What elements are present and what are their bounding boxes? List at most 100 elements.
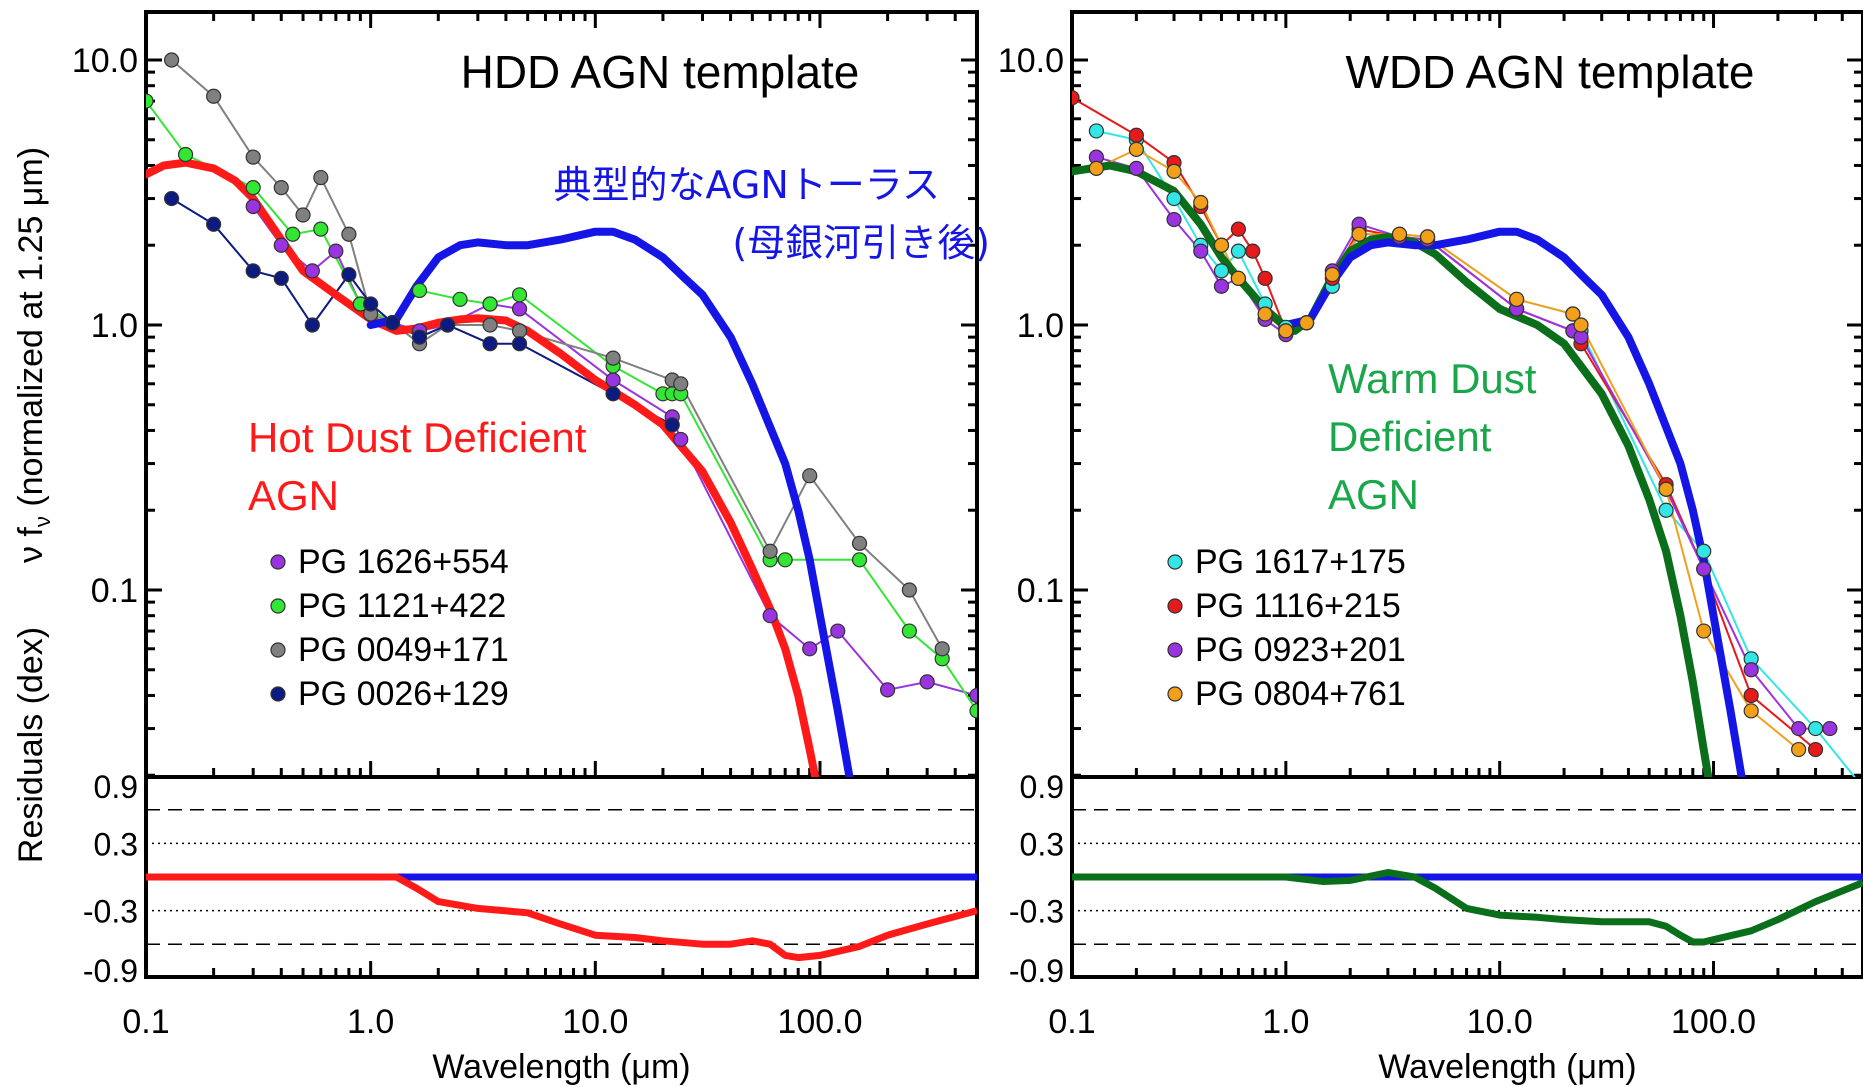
torus-template-curve bbox=[366, 227, 854, 777]
data-point bbox=[1128, 141, 1144, 157]
data-point bbox=[1166, 190, 1182, 207]
data-point bbox=[1509, 291, 1525, 307]
legend-label: PG 1626+554 bbox=[298, 543, 509, 581]
data-point bbox=[1213, 237, 1230, 253]
agn-class-label: AGN bbox=[1328, 471, 1419, 518]
panel-title: WDD AGN template bbox=[1346, 46, 1755, 98]
agn-template-curve bbox=[146, 158, 820, 777]
data-point bbox=[295, 207, 311, 223]
data-point bbox=[830, 623, 846, 639]
data-point bbox=[245, 198, 261, 215]
data-point bbox=[363, 296, 379, 312]
data-point bbox=[1743, 687, 1759, 704]
data-point bbox=[673, 376, 689, 392]
data-point bbox=[304, 263, 320, 279]
residual-tick-label: 0.9 bbox=[1020, 769, 1064, 805]
residual-tick-label: -0.9 bbox=[1009, 953, 1064, 989]
data-point bbox=[411, 329, 428, 345]
data-point bbox=[1658, 502, 1674, 518]
data-point bbox=[146, 93, 154, 109]
data-point bbox=[1213, 263, 1230, 279]
data-point bbox=[511, 287, 528, 303]
residual-tick-label: -0.3 bbox=[1009, 894, 1064, 930]
svg-text:Residuals (dex): Residuals (dex) bbox=[12, 627, 50, 863]
x-tick-label: 0.1 bbox=[1048, 1003, 1095, 1041]
data-point bbox=[851, 552, 868, 568]
data-point bbox=[1257, 306, 1273, 322]
agn-class-label: AGN bbox=[248, 472, 339, 519]
data-point bbox=[1257, 270, 1273, 286]
data-point bbox=[969, 703, 977, 719]
x-axis-title: Wavelength (μm) bbox=[1378, 1048, 1636, 1086]
residual-tick-label: 0.3 bbox=[1020, 826, 1064, 862]
svg-text:ν fν (normalized at 1.25 μm): ν fν (normalized at 1.25 μm) bbox=[12, 147, 55, 563]
data-point bbox=[1565, 306, 1581, 322]
torus-annotation-line2: (母銀河引き後) bbox=[732, 221, 990, 265]
data-point bbox=[901, 582, 917, 598]
residual-curve bbox=[146, 873, 977, 962]
torus-annotation-line1: 典型的なAGNトーラス bbox=[554, 163, 940, 207]
data-point bbox=[1230, 270, 1247, 286]
data-point bbox=[1278, 323, 1294, 339]
y-axis-title-bottom: Residuals (dex) bbox=[12, 627, 50, 863]
data-point bbox=[1088, 160, 1104, 176]
residual-curve bbox=[1072, 869, 1863, 946]
data-point bbox=[802, 468, 818, 484]
data-point bbox=[1128, 127, 1144, 143]
data-point bbox=[1743, 662, 1759, 678]
data-point bbox=[802, 641, 818, 657]
data-point bbox=[177, 146, 194, 163]
top-plot-frame bbox=[144, 10, 979, 779]
data-point bbox=[511, 301, 528, 317]
data-point bbox=[273, 270, 289, 286]
data-point bbox=[206, 88, 222, 104]
data-point bbox=[452, 291, 468, 307]
data-point bbox=[1245, 243, 1261, 259]
data-point bbox=[285, 226, 301, 242]
data-point bbox=[313, 221, 329, 237]
hdd-panel: 10.0 1.0 0.1 0.9 0.3 -0.3 -0.9 0.1 1.0 10.0 100.0 W… bbox=[72, 10, 979, 1086]
data-point bbox=[439, 317, 456, 333]
x-tick-label: 0.1 bbox=[122, 1003, 169, 1041]
data-point bbox=[482, 296, 498, 312]
data-point bbox=[1696, 561, 1712, 577]
data-point bbox=[245, 149, 261, 165]
legend-marker bbox=[270, 598, 286, 614]
legend-label: PG 0804+761 bbox=[1195, 675, 1406, 713]
data-point bbox=[762, 608, 778, 624]
data-point bbox=[1128, 160, 1144, 176]
data-point bbox=[1298, 315, 1315, 331]
data-point bbox=[605, 386, 621, 402]
data-point bbox=[341, 226, 357, 242]
data-point bbox=[1573, 317, 1589, 333]
sed-plot-area bbox=[146, 52, 977, 777]
data-point bbox=[1791, 741, 1807, 758]
x-tick-label: 100.0 bbox=[777, 1003, 862, 1041]
y-tick-label: 10.0 bbox=[998, 42, 1064, 80]
sed-plot-area bbox=[1072, 90, 1856, 777]
legend-marker bbox=[270, 554, 286, 570]
agn-template-curve bbox=[1072, 161, 1713, 777]
data-point bbox=[1419, 229, 1436, 245]
data-point bbox=[482, 317, 498, 333]
y-tick-label: 1.0 bbox=[1017, 307, 1064, 345]
y-tick-label: 0.1 bbox=[91, 572, 138, 610]
data-point bbox=[1658, 481, 1674, 497]
data-point bbox=[206, 216, 222, 232]
legend-marker bbox=[1167, 642, 1183, 658]
residual-tick-label: 0.9 bbox=[94, 769, 138, 805]
data-point bbox=[1791, 720, 1807, 737]
legend-marker bbox=[1167, 598, 1183, 614]
legend-label: PG 1121+422 bbox=[298, 587, 506, 625]
legend-label: PG 0026+129 bbox=[298, 675, 509, 713]
panel-title: HDD AGN template bbox=[461, 46, 860, 98]
x-tick-label: 1.0 bbox=[1262, 1003, 1309, 1041]
y-axis-title-top: ν fν (normalized at 1.25 μm) bbox=[12, 147, 55, 563]
data-point bbox=[1193, 194, 1209, 211]
residual-tick-label: -0.9 bbox=[83, 953, 138, 989]
wdd-panel: 10.0 1.0 0.1 0.9 0.3 -0.3 -0.9 0.1 1.0 10.0 100.0 W… bbox=[998, 10, 1863, 1086]
data-point bbox=[1696, 623, 1712, 639]
agn-class-label: Deficient bbox=[1328, 413, 1492, 460]
x-tick-label: 10.0 bbox=[1467, 1003, 1533, 1041]
